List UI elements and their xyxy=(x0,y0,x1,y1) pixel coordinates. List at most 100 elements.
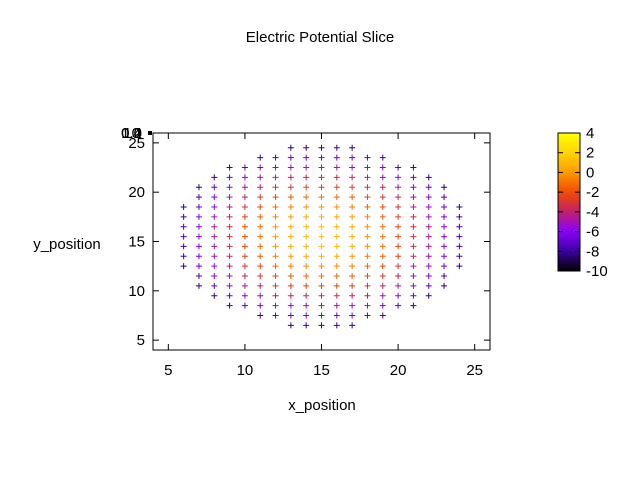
data-point xyxy=(241,203,248,210)
data-point xyxy=(410,203,417,210)
data-point xyxy=(272,292,279,299)
data-point xyxy=(333,243,340,250)
data-point xyxy=(272,164,279,171)
data-point xyxy=(318,174,325,181)
data-point xyxy=(303,164,310,171)
data-point xyxy=(303,253,310,260)
data-point xyxy=(211,203,218,210)
stray-label-0: 10 xyxy=(123,125,140,142)
data-point xyxy=(318,223,325,230)
data-point xyxy=(318,164,325,171)
data-point xyxy=(410,223,417,230)
data-point xyxy=(379,233,386,240)
data-point xyxy=(257,253,264,260)
data-point xyxy=(349,312,356,319)
data-point xyxy=(287,312,294,319)
data-point xyxy=(303,302,310,309)
data-point xyxy=(226,302,233,309)
data-point xyxy=(364,273,371,280)
data-point xyxy=(425,184,432,191)
data-point xyxy=(410,302,417,309)
data-point xyxy=(410,233,417,240)
data-point xyxy=(287,233,294,240)
data-point xyxy=(303,322,310,329)
data-point xyxy=(195,253,202,260)
data-point xyxy=(287,292,294,299)
data-point xyxy=(257,174,264,181)
data-point xyxy=(425,223,432,230)
data-point xyxy=(364,243,371,250)
data-point xyxy=(272,263,279,270)
data-point xyxy=(425,292,432,299)
data-point xyxy=(303,292,310,299)
data-point xyxy=(257,312,264,319)
data-point xyxy=(211,184,218,191)
data-point xyxy=(379,223,386,230)
data-point xyxy=(349,194,356,201)
colorbar-tick-label: 0 xyxy=(586,164,594,181)
data-point xyxy=(364,213,371,220)
stray-mark xyxy=(148,131,152,135)
data-point xyxy=(257,184,264,191)
data-point xyxy=(441,243,448,250)
data-point xyxy=(364,194,371,201)
data-point xyxy=(241,233,248,240)
colorbar-tick-label: 2 xyxy=(586,145,594,162)
stray-label-2: 0.2 xyxy=(121,125,142,142)
data-point xyxy=(226,292,233,299)
data-point xyxy=(410,164,417,171)
data-point xyxy=(287,194,294,201)
data-point xyxy=(287,223,294,230)
data-point xyxy=(195,243,202,250)
data-point xyxy=(379,263,386,270)
data-point xyxy=(333,154,340,161)
data-point xyxy=(410,253,417,260)
x-axis: 5 10 15 20 25 xyxy=(164,133,483,379)
data-point xyxy=(318,292,325,299)
data-point xyxy=(395,253,402,260)
data-point xyxy=(379,213,386,220)
data-point xyxy=(364,292,371,299)
data-point xyxy=(211,263,218,270)
y-tick-label: 5 xyxy=(137,332,145,349)
data-point xyxy=(211,174,218,181)
data-point xyxy=(349,164,356,171)
data-point xyxy=(425,203,432,210)
data-point xyxy=(180,203,187,210)
data-point xyxy=(272,203,279,210)
data-point xyxy=(241,253,248,260)
data-point xyxy=(241,174,248,181)
data-point xyxy=(395,263,402,270)
stray-label-1: 0.4 xyxy=(121,125,142,142)
data-point xyxy=(287,184,294,191)
data-point xyxy=(180,263,187,270)
data-point xyxy=(318,154,325,161)
data-point xyxy=(318,263,325,270)
data-point xyxy=(379,243,386,250)
colorbar-tick-label: -10 xyxy=(586,263,608,280)
data-point xyxy=(303,213,310,220)
data-point xyxy=(287,154,294,161)
data-point xyxy=(272,184,279,191)
data-point xyxy=(226,174,233,181)
data-point xyxy=(257,263,264,270)
data-point xyxy=(349,184,356,191)
data-point xyxy=(195,203,202,210)
data-point xyxy=(180,223,187,230)
data-point xyxy=(287,174,294,181)
data-point xyxy=(333,184,340,191)
x-tick-label: 20 xyxy=(390,362,407,379)
data-point xyxy=(395,223,402,230)
data-point xyxy=(364,203,371,210)
data-point xyxy=(349,213,356,220)
data-point xyxy=(287,164,294,171)
data-point xyxy=(318,203,325,210)
data-point xyxy=(395,184,402,191)
data-point xyxy=(410,282,417,289)
data-point xyxy=(303,154,310,161)
data-point xyxy=(318,312,325,319)
colorbar-ticks: 4 2 0 -2 -4 -6 -8 -10 xyxy=(558,125,608,280)
data-point xyxy=(303,184,310,191)
data-point xyxy=(349,243,356,250)
